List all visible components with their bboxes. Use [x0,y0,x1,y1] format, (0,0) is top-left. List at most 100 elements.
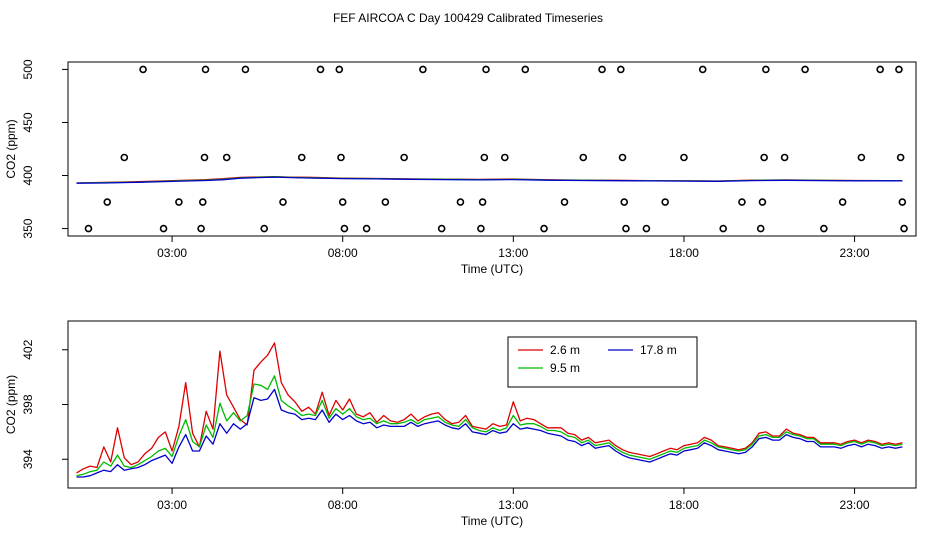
data-point [338,198,347,206]
data-point [500,153,509,162]
top-plot-frame [67,61,917,237]
data-point [159,224,168,233]
top-scatter-panel: 03:00 08:00 13:00 18:00 23:00 350 400 450 500 Ti… [4,59,917,276]
chart-legend: 2.6 m 9.5 m 17.8 m [507,336,698,388]
data-point [400,153,408,162]
legend-label-2-6m: 2.6 m [550,343,580,357]
data-point [521,65,530,74]
data-point [896,153,905,162]
data-point [698,65,707,74]
bottom-axis-ticks: 03:00 08:00 13:00 18:00 23:00 394 398 402 [21,339,870,512]
data-point [477,224,485,233]
data-point [762,65,770,74]
legend-label-9-5m: 9.5 m [550,361,580,375]
data-point [139,65,147,74]
data-point [437,224,446,233]
data-point [297,153,306,162]
data-point [201,65,210,74]
data-point [876,65,884,74]
data-point [857,153,866,162]
data-point [419,65,427,74]
data-point [738,198,746,206]
series-line-2 [76,388,903,478]
x-tick-label: 03:00 [157,246,187,260]
data-point [482,65,490,74]
top-axis-ticks: 03:00 08:00 13:00 18:00 23:00 350 400 450 500 [21,59,870,260]
data-point [579,153,588,162]
y-tick-label: 400 [21,165,35,185]
data-point [661,198,669,206]
x-tick-label: 18:00 [669,498,699,512]
series-line-1 [76,375,903,477]
top-plot-marks [76,65,908,233]
data-point [84,224,93,233]
y-tick-label: 402 [21,339,35,359]
data-point [200,153,209,162]
bottom-plot-frame [67,320,917,489]
data-point [279,198,287,206]
data-point [560,198,569,206]
x-tick-label: 08:00 [328,498,358,512]
y-tick-label: 398 [21,394,35,414]
top-x-axis-label: Time (UTC) [461,262,523,276]
data-point [895,65,903,74]
series-line-2 [76,176,903,184]
data-point [337,153,345,162]
data-point [241,65,250,74]
data-point [316,65,325,74]
x-tick-label: 13:00 [498,246,528,260]
data-point [780,153,789,162]
x-tick-label: 13:00 [498,498,528,512]
data-point [758,198,767,206]
data-point [197,224,205,233]
data-point [820,224,828,233]
bottom-x-axis-label: Time (UTC) [461,514,523,528]
data-point [120,153,129,162]
series-line-0 [76,342,903,474]
data-point [838,198,847,206]
legend-box [507,336,698,388]
x-tick-label: 18:00 [669,246,699,260]
data-point [478,198,487,206]
x-tick-label: 23:00 [840,246,870,260]
data-point [335,65,344,74]
data-point [801,65,809,74]
data-point [617,65,625,74]
data-point [622,224,630,233]
y-tick-label: 350 [21,218,35,238]
data-point [642,224,651,233]
data-point [680,153,688,162]
data-point [756,224,765,233]
y-tick-label: 450 [21,112,35,132]
data-point [719,224,727,233]
data-point [362,224,371,233]
data-point [222,153,231,162]
data-point [175,198,183,206]
data-point [103,198,112,206]
data-point [456,198,465,206]
top-y-axis-label: CO2 (ppm) [4,119,18,178]
data-point [618,153,627,162]
x-tick-label: 03:00 [157,498,187,512]
bottom-line-panel: 03:00 08:00 13:00 18:00 23:00 394 398 402 Time … [4,320,917,528]
data-point [620,198,629,206]
data-point [480,153,489,162]
bottom-plot-marks [76,342,903,478]
data-point [900,224,908,233]
data-point [381,198,390,206]
data-point [260,224,269,233]
page-title: FEF AIRCOA C Day 100429 Calibrated Times… [333,11,603,25]
data-point [898,198,907,206]
y-tick-label: 394 [21,449,35,469]
x-tick-label: 23:00 [840,498,870,512]
legend-label-17-8m: 17.8 m [640,343,677,357]
data-point [198,198,207,206]
data-point [760,153,768,162]
data-point [540,224,548,233]
data-point [340,224,349,233]
data-point [598,65,606,74]
y-tick-label: 500 [21,59,35,79]
x-tick-label: 08:00 [328,246,358,260]
bottom-y-axis-label: CO2 (ppm) [4,375,18,434]
